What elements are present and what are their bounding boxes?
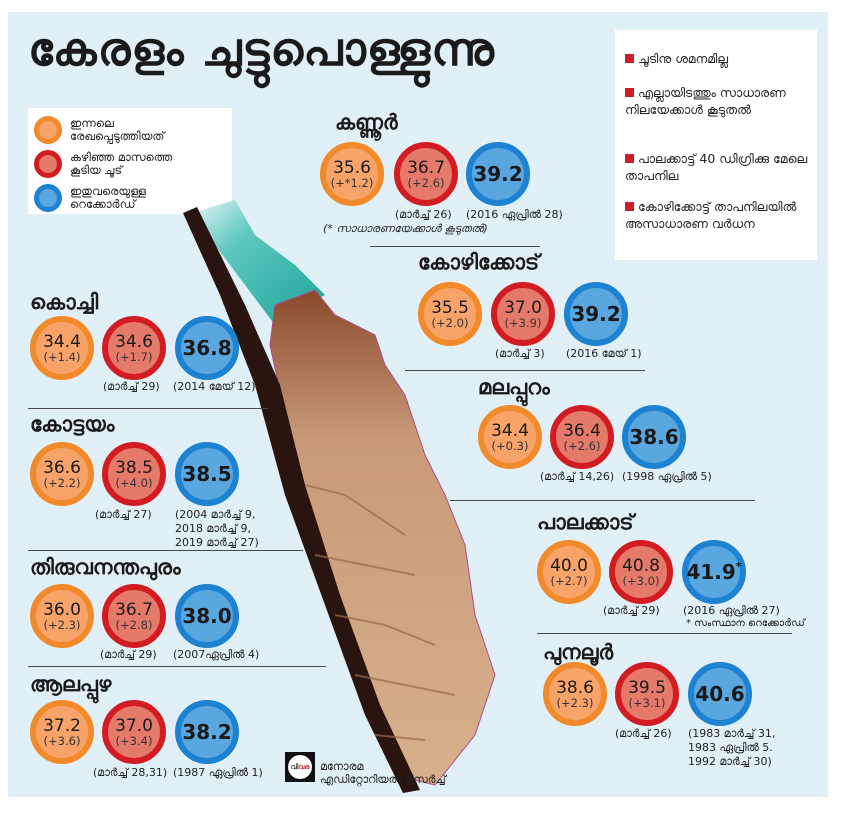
note-item: പാലക്കാട്ട് 40 ഡിഗ്രിക്കു മേലെ താപനില	[625, 151, 808, 183]
record-date: (2016 ഏപ്രിൽ 27)	[683, 604, 780, 617]
city-punalur: പുനലൂർ	[543, 640, 614, 664]
month-max-temp-circle: 34.6 (+1.7)	[102, 316, 166, 380]
note-item: കോഴിക്കോട്ട് താപനിലയിൽ അസാധാരണ വർധന	[625, 199, 797, 231]
vivara-logo: വി വര	[285, 752, 315, 782]
yesterday-temp-circle: 34.4 (+1.4)	[30, 316, 94, 380]
record-temp-circle: 40.6	[688, 662, 752, 726]
month-max-date: (മാർച്ച് 26)	[395, 208, 452, 221]
record-temp-circle: 39.2	[466, 142, 530, 206]
month-max-date: (മാർച്ച് 29)	[103, 380, 160, 393]
footnote: (* സാധാരണയേക്കാൾ കൂടുതൽ)	[323, 222, 488, 235]
yesterday-temp-circle: 35.6 (+*1.2)	[320, 142, 384, 206]
record-date: 2018 മാർച്ച് 9,	[175, 522, 252, 535]
legend: ഇന്നലെ രേഖപ്പെടുത്തിയത് കഴിഞ്ഞ മാസത്തെ ക…	[28, 108, 232, 214]
month-max-temp-circle: 39.5 (+3.1)	[615, 662, 679, 726]
month-max-date: (മാർച്ച് 29)	[603, 604, 660, 617]
page-title: കേരളം ചുട്ടുപൊള്ളുന്നു	[28, 22, 495, 76]
record-date: (2016 ഏപ്രിൽ 28)	[466, 208, 563, 221]
month-max-temp-circle: 37.0 (+3.9)	[491, 282, 555, 346]
legend-item-yesterday: ഇന്നലെ രേഖപ്പെടുത്തിയത്	[34, 116, 190, 144]
record-temp-circle: 36.8	[175, 316, 239, 380]
record-date: (2016 മേയ് 1)	[566, 347, 642, 360]
bullet-square-icon	[625, 54, 634, 63]
red-circle-icon	[34, 150, 62, 178]
record-date: (2014 മേയ് 12)	[173, 380, 256, 393]
divider	[405, 370, 645, 371]
yesterday-temp-circle: 36.6 (+2.2)	[30, 442, 94, 506]
month-max-date: (മാർച്ച് 26)	[615, 727, 672, 740]
month-max-temp-circle: 36.7 (+2.8)	[102, 584, 166, 648]
yesterday-temp-circle: 35.5 (+2.0)	[418, 282, 482, 346]
record-temp-circle: 38.0	[175, 584, 239, 648]
legend-item-month-max: കഴിഞ്ഞ മാസത്തെ കൂടിയ ചൂട്	[34, 150, 190, 178]
bullet-square-icon	[625, 202, 634, 211]
month-max-date: (മാർച്ച് 29)	[100, 648, 157, 661]
month-max-date: (മാർച്ച് 28,31)	[93, 766, 168, 779]
city-malappuram: മലപ്പുറം	[478, 375, 550, 399]
note-item: എല്ലായിടത്തും സാധാരണ നിലയേക്കാൾ കൂടുതൽ	[625, 85, 786, 117]
record-date: (1987 ഏപ്രിൽ 1)	[173, 766, 263, 779]
city-kochi: കൊച്ചി	[30, 290, 99, 314]
yesterday-temp-circle: 40.0 (+2.7)	[537, 540, 601, 604]
divider	[537, 633, 792, 634]
record-date: 1992 മാർച്ച് 30)	[688, 755, 772, 768]
record-date: (1998 ഏപ്രിൽ 5)	[622, 470, 712, 483]
yesterday-temp-circle: 38.6 (+2.3)	[543, 662, 607, 726]
month-max-temp-circle: 38.5 (+4.0)	[102, 442, 166, 506]
divider	[28, 666, 326, 667]
month-max-temp-circle: 36.7 (+2.6)	[394, 142, 458, 206]
city-kozhikode: കോഴിക്കോട്	[418, 250, 540, 274]
record-temp-circle: 41.9*	[682, 540, 746, 604]
blue-circle-icon	[34, 184, 62, 212]
record-date: (2007ഏപ്രിൽ 4)	[173, 648, 260, 661]
month-max-date: (മാർച്ച് 3)	[495, 347, 545, 360]
yesterday-temp-circle: 34.4 (+0.3)	[478, 405, 542, 469]
yesterday-temp-circle: 37.2 (+3.6)	[30, 700, 94, 764]
record-temp-circle: 38.2	[175, 700, 239, 764]
divider	[370, 246, 540, 247]
legend-item-record: ഇതുവരെയുള്ള റെക്കോർഡ്	[34, 184, 190, 212]
divider	[28, 550, 303, 551]
divider	[450, 500, 755, 501]
record-date: 2019 മാർച്ച് 27)	[175, 536, 259, 549]
credit: മനോരമ എഡിറ്റോറിയൽ റിസർച്ച്	[320, 760, 446, 786]
record-date: 1983 ഏപ്രിൽ 5.	[688, 741, 773, 754]
month-max-date: (മാർച്ച് 27)	[95, 508, 152, 521]
divider	[28, 408, 268, 409]
record-temp-circle: 39.2	[564, 282, 628, 346]
kerala-map-illustration	[183, 200, 496, 793]
city-kannur: കണ്ണൂർ	[335, 110, 398, 134]
city-thiruvananthapuram: തിരുവനന്തപുരം	[30, 555, 181, 579]
month-max-temp-circle: 36.4 (+2.6)	[550, 405, 614, 469]
orange-circle-icon	[34, 116, 62, 144]
month-max-temp-circle: 37.0 (+3.4)	[102, 700, 166, 764]
footnote: * സംസ്ഥാന റെക്കോർഡ്	[686, 618, 805, 629]
record-date: (1983 മാർച്ച് 31,	[688, 727, 776, 740]
bullet-square-icon	[625, 154, 634, 163]
month-max-date: (മാർച്ച് 14,26)	[540, 470, 615, 483]
city-kottayam: കോട്ടയം	[30, 412, 115, 436]
record-temp-circle: 38.6	[622, 405, 686, 469]
city-palakkad: പാലക്കാട്	[537, 510, 634, 534]
city-alappuzha: ആലപ്പുഴ	[30, 672, 112, 696]
yesterday-temp-circle: 36.0 (+2.3)	[30, 584, 94, 648]
note-item: ചൂടിനു ശമനമില്ല	[625, 50, 815, 67]
record-date: (2004 മാർച്ച് 9,	[175, 508, 256, 521]
notes-box: ചൂടിനു ശമനമില്ല എല്ലായിടത്തും സാധാരണ നില…	[615, 30, 817, 260]
bullet-square-icon	[625, 88, 634, 97]
month-max-temp-circle: 40.8 (+3.0)	[609, 540, 673, 604]
record-temp-circle: 38.5	[175, 442, 239, 506]
